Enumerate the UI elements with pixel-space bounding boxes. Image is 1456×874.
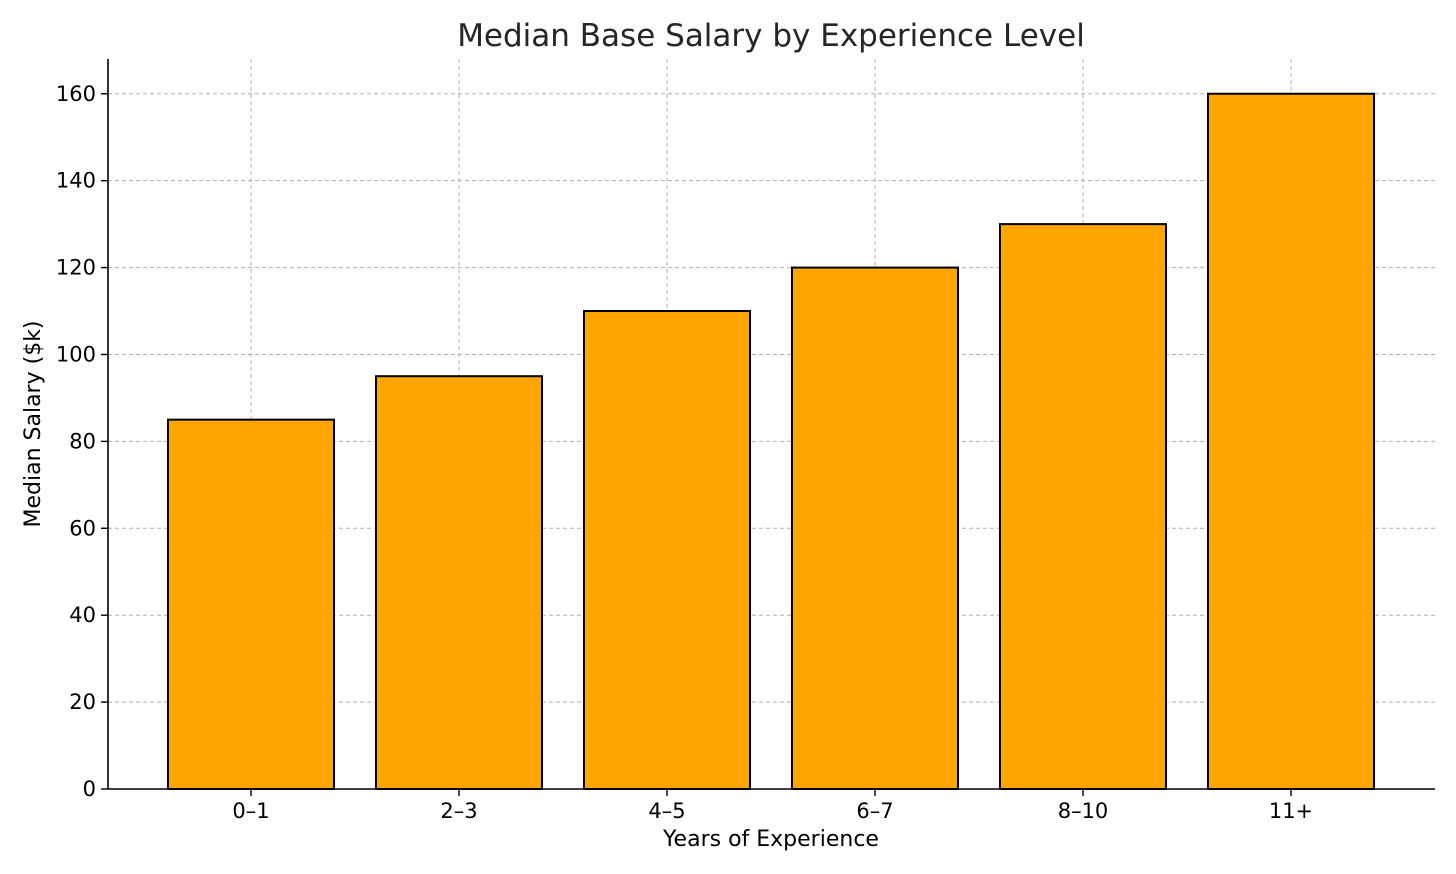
x-ticks: 0–1 2–3 4–5 6–7 8–10 11+ bbox=[232, 789, 1313, 823]
bar-4–5 bbox=[583, 310, 751, 790]
y-tick-label: 40 bbox=[69, 603, 96, 627]
y-tick-label: 160 bbox=[56, 82, 96, 106]
x-tick-label: 0–1 bbox=[232, 799, 269, 823]
bar-2–3 bbox=[375, 375, 543, 790]
chart-title: Median Base Salary by Experience Level bbox=[457, 18, 1085, 54]
bar-11+ bbox=[1207, 92, 1375, 790]
y-tick-label: 60 bbox=[69, 516, 96, 540]
bar-6–7 bbox=[791, 266, 959, 791]
y-tick-label: 100 bbox=[56, 342, 96, 366]
y-tick-label: 0 bbox=[83, 777, 96, 801]
x-tick-label: 6–7 bbox=[856, 799, 893, 823]
x-tick-label: 8–10 bbox=[1058, 799, 1109, 823]
x-tick-label: 11+ bbox=[1269, 799, 1313, 823]
y-tick-label: 140 bbox=[56, 169, 96, 193]
bar-0–1 bbox=[167, 418, 335, 790]
y-tick-label: 120 bbox=[56, 256, 96, 280]
x-axis-label: Years of Experience bbox=[662, 827, 879, 852]
bar-8–10 bbox=[999, 223, 1167, 791]
y-tick-label: 20 bbox=[69, 690, 96, 714]
y-tick-label: 80 bbox=[69, 429, 96, 453]
y-axis-label: Median Salary ($k) bbox=[21, 320, 46, 527]
x-tick-label: 2–3 bbox=[440, 799, 477, 823]
x-tick-label: 4–5 bbox=[648, 799, 685, 823]
bars bbox=[167, 92, 1375, 791]
y-ticks: 0 20 40 60 80 100 120 140 160 bbox=[56, 82, 108, 801]
